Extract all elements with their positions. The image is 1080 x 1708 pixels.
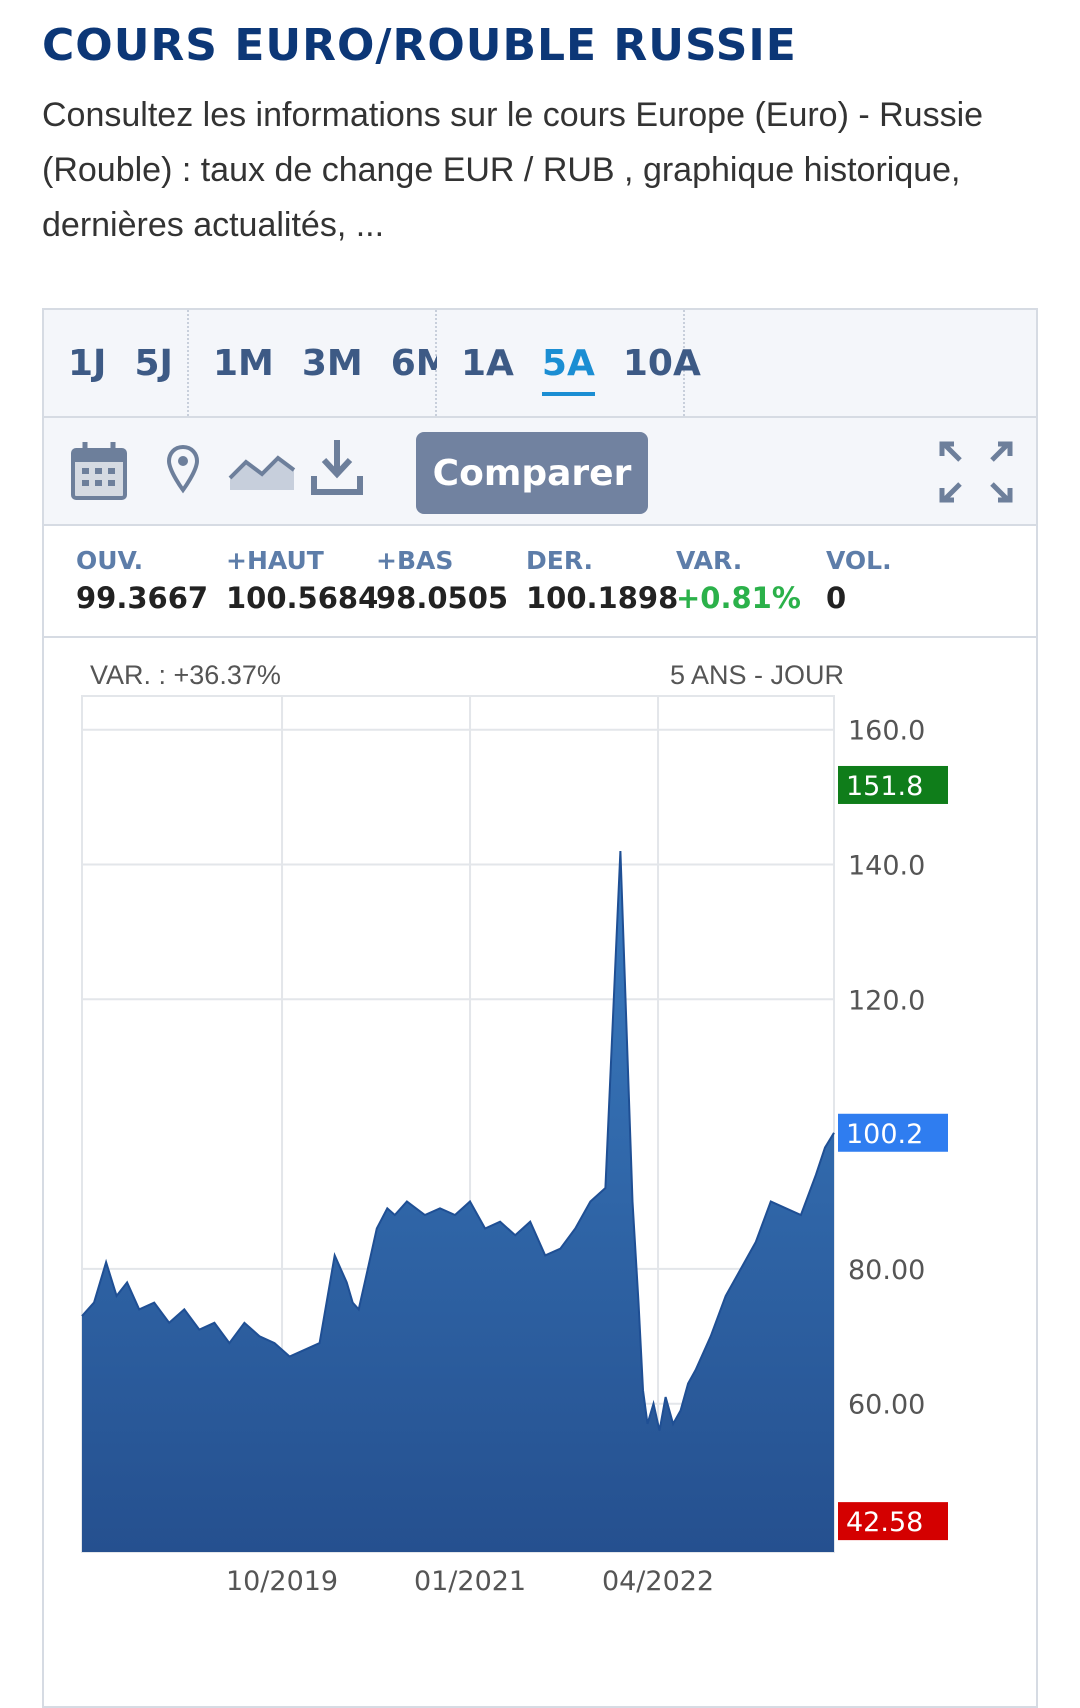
stat-label: +BAS xyxy=(376,546,454,575)
expand-icon[interactable] xyxy=(938,440,1014,509)
stat-open: OUV. 99.3667 xyxy=(76,546,208,615)
stat-label: OUV. xyxy=(76,546,144,575)
chart-variation-label: VAR. : +36.37% xyxy=(90,660,281,690)
price-badge-low xyxy=(838,1502,948,1541)
period-1a[interactable]: 1A xyxy=(461,342,514,384)
price-badge-label-low: 42.58 xyxy=(846,1507,923,1538)
stat-low: +BAS 98.0505 xyxy=(376,546,508,615)
period-group-years: 1A 5A 10A xyxy=(437,310,701,416)
stat-value: 98.0505 xyxy=(376,581,509,615)
download-icon[interactable] xyxy=(310,438,364,503)
page-description: Consultez les informations sur le cours … xyxy=(42,96,984,244)
stat-high: +HAUT 100.5684 xyxy=(226,546,378,615)
stat-variation: VAR. +0.81% xyxy=(676,546,801,615)
period-group-months: 1M 3M 6M xyxy=(189,310,452,416)
period-5a[interactable]: 5A xyxy=(541,342,595,396)
location-pin-icon[interactable] xyxy=(166,444,200,499)
page-title: COURS EURO/ROUBLE RUSSIE xyxy=(42,20,797,71)
period-group-days: 1J 5J xyxy=(44,310,189,416)
chart-period-label: 5 ANS - JOUR xyxy=(670,660,845,690)
quote-stats: OUV. 99.3667 +HAUT 100.5684 +BAS 98.0505… xyxy=(44,526,1036,638)
period-1j[interactable]: 1J xyxy=(68,342,107,384)
period-3m[interactable]: 3M xyxy=(301,342,363,384)
x-tick-label: 04/2022 xyxy=(602,1566,714,1597)
x-tick-label: 10/2019 xyxy=(226,1566,338,1597)
area-chart-icon[interactable] xyxy=(228,448,296,497)
price-area xyxy=(82,851,834,1552)
stat-value: 100.1898 xyxy=(526,581,679,615)
price-badge-current xyxy=(838,1113,948,1152)
period-selector: 1J 5J 1M 3M 6M 1A 5A 10A xyxy=(44,310,1036,418)
period-10a[interactable]: 10A xyxy=(622,342,701,384)
period-5j[interactable]: 5J xyxy=(134,342,173,384)
y-tick-label: 80.00 xyxy=(848,1255,925,1286)
y-tick-label: 120.0 xyxy=(848,985,925,1016)
chart-widget: 1J 5J 1M 3M 6M 1A 5A 10A xyxy=(42,308,1038,1708)
stat-value: 99.3667 xyxy=(76,581,209,615)
stat-value: +0.81% xyxy=(676,581,801,615)
price-badge-high xyxy=(838,765,948,804)
price-chart[interactable]: 160.0 140.0 120.0 80.00 60.00 10/2019 01/2021 0… xyxy=(44,638,1036,1708)
y-tick-label: 140.0 xyxy=(848,851,925,882)
stat-label: DER. xyxy=(526,546,594,575)
chart-area: VAR. : +36.37% 5 ANS - JOUR 160.0 140.0 12… xyxy=(44,638,1036,1708)
period-1m[interactable]: 1M xyxy=(213,342,274,384)
stat-value: 0 xyxy=(826,581,847,615)
stat-value: 100.5684 xyxy=(226,581,379,615)
y-tick-label: 160.0 xyxy=(848,716,925,747)
calendar-icon[interactable] xyxy=(70,440,128,507)
stat-last: DER. 100.1898 xyxy=(526,546,678,615)
y-tick-label: 60.00 xyxy=(848,1390,925,1421)
chart-toolbar: Comparer xyxy=(44,418,1036,526)
price-badge-label-current: 100.2 xyxy=(846,1119,923,1150)
stat-label: VOL. xyxy=(826,546,892,575)
price-line xyxy=(81,850,835,1431)
stat-label: VAR. xyxy=(676,546,743,575)
price-badge-label-high: 151.8 xyxy=(846,771,923,802)
x-tick-label: 01/2021 xyxy=(414,1566,526,1597)
stat-label: +HAUT xyxy=(226,546,324,575)
compare-button[interactable]: Comparer xyxy=(416,432,648,514)
stat-volume: VOL. 0 xyxy=(826,546,892,615)
